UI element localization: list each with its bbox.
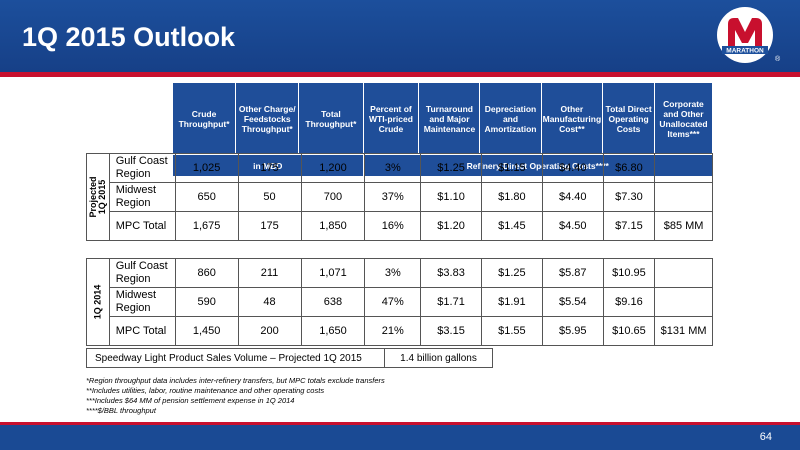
- pct-cell: 37%: [364, 182, 422, 212]
- table-row: 1Q 2014 Gulf Coast Region 860 211 1,071 …: [86, 258, 713, 346]
- direct-cell: $6.80: [602, 153, 656, 183]
- corp-cell: [654, 258, 713, 288]
- page-title: 1Q 2015 Outlook: [22, 22, 236, 52]
- total-cell: 1,650: [300, 316, 366, 346]
- corp-cell: $131 MM: [654, 316, 713, 346]
- table-row: Projected 1Q 2015 Gulf Coast Region 1,025…: [86, 153, 713, 241]
- speedway-value: 1.4 billion gallons: [384, 348, 493, 368]
- region-cell: Gulf Coast Region: [108, 258, 176, 288]
- turnaround-cell: $3.83: [420, 258, 482, 288]
- other-cell: 211: [237, 258, 302, 288]
- mfg-cell: $4.40: [541, 182, 604, 212]
- actual-table: 1Q 2014 Gulf Coast Region 860 211 1,071 …: [86, 258, 713, 346]
- crude-cell: 1,675: [174, 211, 239, 241]
- col-turnaround: Turnaround and Major Maintenance: [418, 82, 481, 155]
- total-cell: 700: [300, 182, 366, 212]
- mfg-cell: $5.54: [541, 287, 604, 317]
- total-cell: 1,071: [300, 258, 366, 288]
- pct-cell: 3%: [364, 153, 422, 183]
- pct-cell: 3%: [364, 258, 422, 288]
- table-row: MPC Total 1,450 200 1,650 21% $3.15 $1.5…: [87, 316, 713, 346]
- region-cell: Midwest Region: [108, 182, 176, 212]
- col-other-mfg: Other Manufacturing Cost**: [540, 82, 604, 155]
- pct-cell: 21%: [364, 316, 422, 346]
- footnote: *Region throughput data includes inter-r…: [86, 376, 385, 385]
- speedway-label: Speedway Light Product Sales Volume – Pr…: [86, 348, 385, 368]
- total-cell: 1,200: [300, 153, 366, 183]
- direct-cell: $10.95: [602, 258, 656, 288]
- footnote: **Includes utilities, labor, routine mai…: [86, 386, 325, 395]
- turnaround-cell: $1.20: [420, 211, 482, 241]
- dep-cell: $1.91: [480, 287, 543, 317]
- projected-table: Projected 1Q 2015 Gulf Coast Region 1,025…: [86, 153, 713, 241]
- mfg-cell: $5.95: [541, 316, 604, 346]
- corp-cell: [654, 153, 713, 183]
- col-other-charge: Other Charge/ Feedstocks Throughput*: [235, 82, 300, 155]
- other-cell: 200: [237, 316, 302, 346]
- mfg-cell: $4.40: [541, 153, 604, 183]
- region-cell: Midwest Region: [108, 287, 176, 317]
- footnotes: *Region throughput data includes inter-r…: [86, 376, 385, 416]
- dep-cell: $1.15: [480, 153, 543, 183]
- mfg-cell: $4.50: [541, 211, 604, 241]
- logo-trademark: ®: [775, 56, 781, 63]
- other-cell: 175: [237, 211, 302, 241]
- crude-cell: 1,450: [174, 316, 239, 346]
- logo-wordmark: MARATHON: [726, 48, 764, 55]
- turnaround-cell: $1.71: [420, 287, 482, 317]
- direct-cell: $9.16: [602, 287, 656, 317]
- speedway-volume-table: Speedway Light Product Sales Volume – Pr…: [86, 348, 493, 368]
- header-stripe: [0, 72, 800, 77]
- col-percent-wti: Percent of WTI-priced Crude: [362, 82, 420, 155]
- direct-cell: $10.65: [602, 316, 656, 346]
- footnote: ****$/BBL throughput: [86, 406, 156, 415]
- col-crude-throughput: Crude Throughput*: [171, 82, 237, 155]
- direct-cell: $7.30: [602, 182, 656, 212]
- page-number: 64: [759, 431, 772, 443]
- corp-cell: [654, 287, 713, 317]
- crude-cell: 860: [174, 258, 239, 288]
- projected-label-line2: 1Q 2015: [96, 179, 107, 215]
- total-cell: 1,850: [300, 211, 366, 241]
- col-corporate: Corporate and Other Unallocated Items***: [653, 82, 714, 155]
- region-cell: MPC Total: [108, 211, 176, 241]
- dep-cell: $1.55: [480, 316, 543, 346]
- marathon-logo: MARATHON: [717, 7, 773, 63]
- slide-header: 1Q 2015 Outlook MARATHON ®: [0, 0, 800, 76]
- direct-cell: $7.15: [602, 211, 656, 241]
- dep-cell: $1.45: [480, 211, 543, 241]
- table-row: MPC Total 1,675 175 1,850 16% $1.20 $1.4…: [87, 211, 713, 241]
- corp-cell: $85 MM: [654, 211, 713, 241]
- other-cell: 50: [237, 182, 302, 212]
- turnaround-cell: $1.25: [420, 153, 482, 183]
- footnote: ***Includes $64 MM of pension settlement…: [86, 396, 295, 405]
- table-row: Midwest Region 590 48 638 47% $1.71 $1.9…: [87, 287, 713, 317]
- region-cell: MPC Total: [108, 316, 176, 346]
- actual-label: 1Q 2014: [92, 284, 103, 320]
- table-row: Midwest Region 650 50 700 37% $1.10 $1.8…: [87, 182, 713, 212]
- col-total-direct: Total Direct Operating Costs: [602, 82, 655, 155]
- actual-side-label: 1Q 2014: [86, 258, 110, 346]
- dep-cell: $1.80: [480, 182, 543, 212]
- mfg-cell: $5.87: [541, 258, 604, 288]
- total-cell: 638: [300, 287, 366, 317]
- pct-cell: 47%: [364, 287, 422, 317]
- other-cell: 175: [237, 153, 302, 183]
- slide-footer: 64: [0, 422, 800, 450]
- crude-cell: 650: [174, 182, 239, 212]
- crude-cell: 590: [174, 287, 239, 317]
- crude-cell: 1,025: [174, 153, 239, 183]
- region-cell: Gulf Coast Region: [108, 153, 176, 183]
- dep-cell: $1.25: [480, 258, 543, 288]
- turnaround-cell: $1.10: [420, 182, 482, 212]
- corp-cell: [654, 182, 713, 212]
- pct-cell: 16%: [364, 211, 422, 241]
- col-total-throughput: Total Throughput*: [298, 82, 364, 155]
- projected-side-label: Projected 1Q 2015: [86, 153, 110, 241]
- other-cell: 48: [237, 287, 302, 317]
- col-depreciation: Depreciation and Amortization: [479, 82, 542, 155]
- turnaround-cell: $3.15: [420, 316, 482, 346]
